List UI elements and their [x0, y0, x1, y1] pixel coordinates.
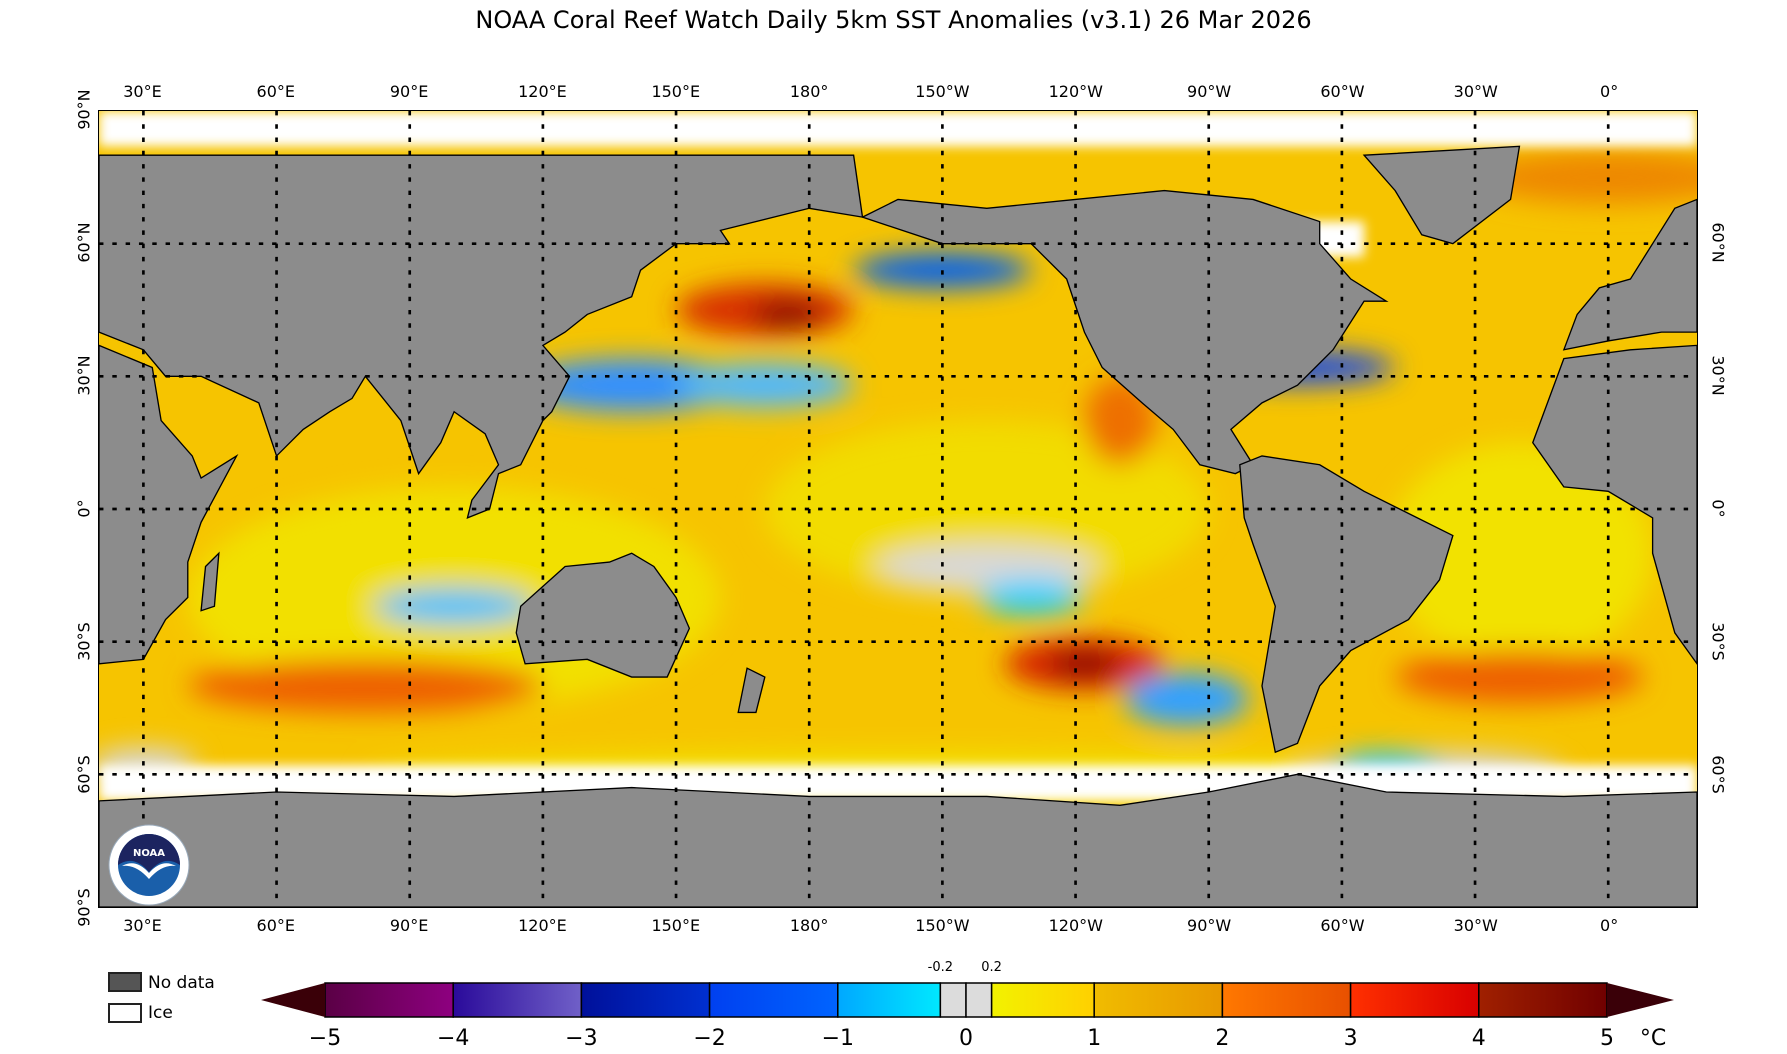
top-lon-label: 30°W: [1453, 82, 1498, 101]
bottom-lon-label: 0°: [1600, 916, 1619, 935]
top-lon-label: 180°: [789, 82, 829, 101]
bottom-lon-label: 90°W: [1187, 916, 1232, 935]
bottom-lon-label: 180°: [789, 916, 829, 935]
graticule: [99, 111, 1697, 907]
noaa-logo: NOAA: [108, 824, 190, 906]
land: [99, 145, 1697, 907]
bottom-lon-label: 150°E: [651, 916, 701, 935]
colorbar-tick-label: 3: [1343, 1026, 1358, 1051]
colorbar-tick-label: 4: [1471, 1026, 1486, 1051]
no-data-swatch: [108, 972, 142, 992]
logo-text: NOAA: [133, 848, 165, 859]
left-lat-label: 30°N: [74, 355, 94, 396]
left-lat-label: 90°N: [74, 89, 94, 130]
ice-label: Ice: [148, 1003, 173, 1023]
europe: [1562, 198, 1697, 351]
colorbar-segment: [1349, 982, 1480, 1018]
bottom-lon-label: 150°W: [915, 916, 970, 935]
colorbar-tick-label: 2: [1215, 1026, 1230, 1051]
colorbar-tick-label: −1: [821, 1026, 855, 1051]
colorbar-tick-label: 1: [1087, 1026, 1102, 1051]
top-lon-label: 0°: [1600, 82, 1619, 101]
bottom-lon-label: 30°W: [1453, 916, 1498, 935]
left-lat-label: 0°: [74, 499, 94, 518]
australia: [515, 552, 691, 678]
colorbar-segment: [1221, 982, 1352, 1018]
colorbar-segment: [990, 982, 1095, 1018]
colorbar-segment: [1478, 982, 1608, 1018]
right-lat-label: 30°N: [1708, 355, 1728, 396]
colorbar-tick-label: 0: [959, 1026, 973, 1051]
colorbar-tick-label: −4: [436, 1026, 470, 1051]
bottom-lon-label: 90°E: [389, 916, 429, 935]
left-lat-label: 60°S: [74, 755, 94, 794]
colorbar-unit: °C: [1639, 1026, 1667, 1051]
left-lat-label: 30°S: [74, 622, 94, 661]
bottom-lon-label: 120°W: [1048, 916, 1103, 935]
top-lon-label: 120°E: [518, 82, 567, 101]
colorbar-segment: [708, 982, 839, 1018]
top-lon-label: 150°W: [915, 82, 970, 101]
right-lat-label: 30°S: [1708, 622, 1728, 661]
sst-anomaly-map: [98, 110, 1698, 908]
ice-swatch: [108, 1003, 142, 1023]
south-america: [1239, 455, 1454, 754]
colorbar-minor-tick-label: 0.2: [981, 960, 1002, 975]
colorbar-tick-label: −2: [693, 1026, 726, 1051]
top-lon-label: 120°W: [1048, 82, 1103, 101]
colorbar-high-extend: [1607, 983, 1674, 1017]
colorbar: [261, 982, 1674, 1018]
top-lon-label: 90°E: [389, 82, 429, 101]
right-lat-label: 60°N: [1708, 222, 1728, 263]
top-lon-label: 30°E: [123, 82, 162, 101]
right-lat-label: 0°: [1708, 499, 1728, 518]
madagascar: [200, 551, 220, 612]
colorbar-low-extend: [261, 983, 325, 1017]
colorbar-minor-tick-label: -0.2: [927, 960, 954, 975]
bottom-lon-label: 60°W: [1320, 916, 1365, 935]
colorbar-segment: [965, 982, 993, 1018]
bottom-lon-label: 120°E: [518, 916, 567, 935]
map-title: NOAA Coral Reef Watch Daily 5km SST Anom…: [475, 6, 1312, 34]
colorbar-segment: [324, 982, 454, 1018]
bottom-lon-label: 60°E: [256, 916, 295, 935]
right-lat-label: 60°S: [1708, 755, 1728, 794]
new-zealand: [737, 667, 766, 714]
top-lon-label: 60°W: [1320, 82, 1365, 101]
colorbar-segment: [452, 982, 583, 1018]
colorbar-segment: [580, 982, 711, 1018]
top-lon-label: 150°E: [651, 82, 701, 101]
colorbar-tick-label: −5: [308, 1026, 342, 1051]
greenland: [1362, 145, 1521, 245]
bottom-lon-label: 30°E: [123, 916, 162, 935]
top-lon-label: 60°E: [256, 82, 295, 101]
no-data-label: No data: [148, 973, 215, 993]
colorbar-tick-label: 5: [1600, 1026, 1614, 1051]
left-lat-label: 90°S: [74, 888, 94, 927]
colorbar-tick-label: −3: [565, 1026, 598, 1051]
north-america: [860, 189, 1389, 475]
colorbar-segment: [939, 982, 967, 1018]
colorbar-segment: [1093, 982, 1224, 1018]
top-lon-label: 90°W: [1187, 82, 1232, 101]
left-lat-label: 60°N: [74, 222, 94, 263]
colorbar-segment: [837, 982, 942, 1018]
